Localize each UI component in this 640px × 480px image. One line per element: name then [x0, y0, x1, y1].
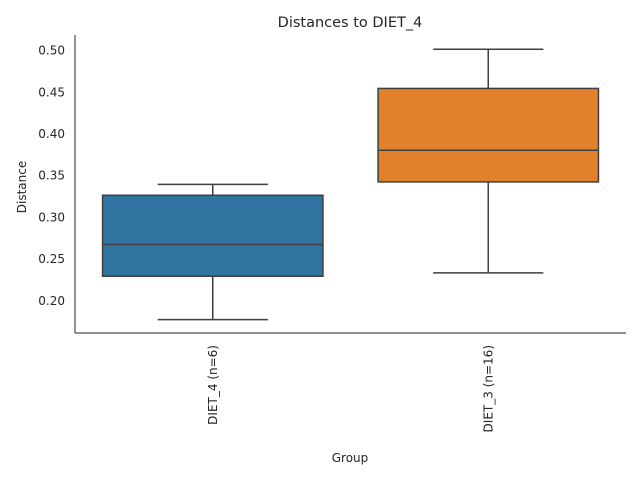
plot-area: 0.20 0.25 0.30 0.35 0.40 0.45 0.50 DIET_4 (n=6)…	[38, 35, 626, 432]
box-iqr	[377, 87, 600, 183]
y-tick-label: 0.30	[38, 210, 65, 224]
y-tick-label: 0.45	[38, 85, 65, 99]
x-tick-label: DIET_4 (n=6)	[206, 345, 220, 425]
y-axis-label: Distance	[15, 161, 29, 213]
y-tick-label: 0.20	[38, 294, 65, 308]
y-tick-label: 0.40	[38, 127, 65, 141]
box-iqr	[101, 194, 324, 277]
x-axis-label: Group	[332, 451, 369, 465]
chart-title: Distances to DIET_4	[278, 15, 423, 31]
x-tick-label: DIET_3 (n=16)	[481, 345, 495, 432]
y-tick-label: 0.25	[38, 252, 65, 266]
y-tick-label: 0.35	[38, 169, 65, 183]
y-tick-label: 0.50	[38, 44, 65, 58]
